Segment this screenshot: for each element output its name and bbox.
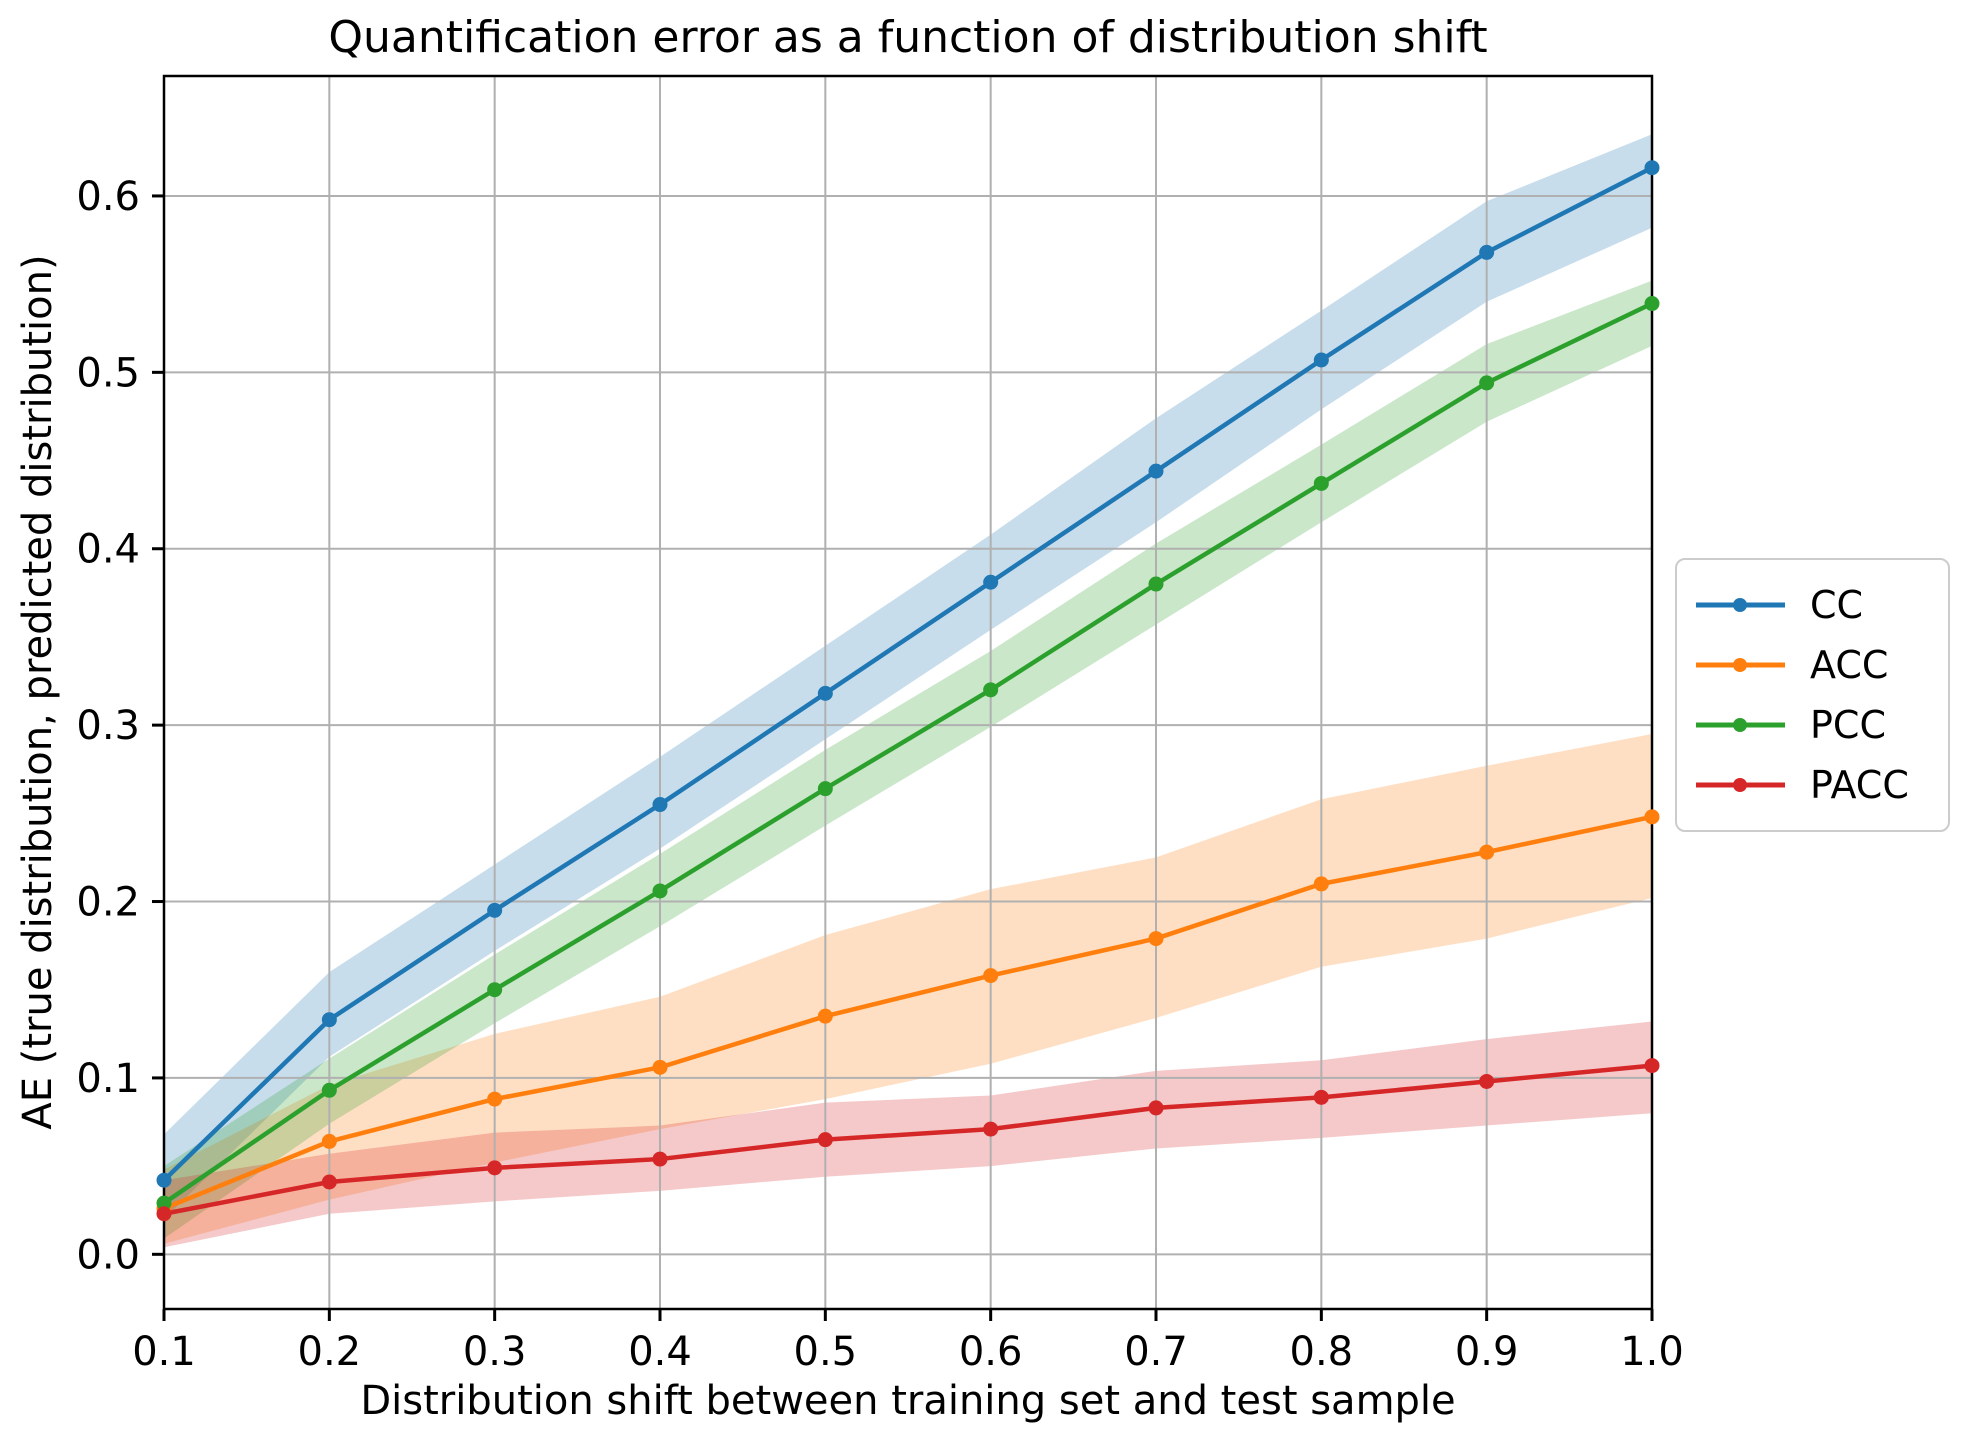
marker-pacc — [1479, 1073, 1495, 1089]
legend-label-acc: ACC — [1810, 643, 1889, 687]
x-tick-label: 0.1 — [132, 1329, 196, 1375]
legend-marker-cc — [1696, 598, 1785, 612]
legend-marker-pacc — [1696, 778, 1785, 792]
marker-pcc — [321, 1082, 337, 1098]
marker-cc — [652, 797, 668, 813]
marker-pacc — [652, 1151, 668, 1167]
marker-pcc — [1479, 375, 1495, 391]
x-tick-label: 0.8 — [1290, 1329, 1354, 1375]
marker-pacc — [321, 1174, 337, 1190]
marker-pacc — [817, 1132, 833, 1148]
marker-cc — [156, 1172, 172, 1188]
x-tick-label: 0.4 — [628, 1329, 692, 1375]
x-tick-labels: 0.1 0.2 0.3 0.4 0.5 0.6 0.7 0.8 0.9 1.0 — [132, 1329, 1684, 1375]
marker-pcc — [652, 883, 668, 899]
legend-label-cc: CC — [1810, 583, 1864, 627]
marker-pcc — [1148, 576, 1164, 592]
marker-acc — [817, 1008, 833, 1024]
marker-pacc — [156, 1206, 172, 1222]
legend-label-pacc: PACC — [1810, 763, 1909, 807]
confidence-bands — [164, 134, 1652, 1248]
marker-acc — [1479, 844, 1495, 860]
marker-acc — [983, 968, 999, 984]
line-pcc — [162, 301, 1653, 1206]
marker-pacc — [1644, 1058, 1660, 1074]
legend-marker-acc — [1696, 658, 1785, 672]
y-tick-label: 0.3 — [76, 703, 140, 749]
line-pacc — [163, 1063, 1653, 1216]
legend-dot — [1733, 778, 1747, 792]
y-tick-label: 0.2 — [76, 880, 140, 926]
y-tick-label: 0.6 — [76, 174, 140, 220]
legend-dot — [1733, 718, 1747, 732]
band-cc — [164, 134, 1652, 1220]
marker-pacc — [1148, 1100, 1164, 1116]
line-cc — [162, 165, 1654, 1182]
marker-cc — [1313, 352, 1329, 368]
marker-cc — [1644, 160, 1660, 176]
plot-border — [162, 74, 1654, 1311]
marker-pcc — [156, 1195, 172, 1211]
marker-pcc — [1644, 296, 1660, 312]
legend-dot — [1733, 658, 1747, 672]
x-tick-label: 0.9 — [1455, 1329, 1519, 1375]
marker-cc — [1479, 244, 1495, 260]
marker-acc — [652, 1059, 668, 1075]
marker-cc — [321, 1012, 337, 1028]
marker-pacc — [1313, 1089, 1329, 1105]
marker-acc — [321, 1133, 337, 1149]
band-acc — [164, 733, 1652, 1244]
series-markers — [156, 160, 1660, 1222]
legend-dot — [1733, 598, 1747, 612]
chart-title: Quantification error as a function of di… — [328, 12, 1488, 63]
y-tick-label: 0.5 — [76, 350, 140, 396]
x-tick-label: 0.6 — [959, 1329, 1023, 1375]
marker-pacc — [487, 1160, 503, 1176]
marker-cc — [983, 574, 999, 590]
x-tick-label: 0.5 — [794, 1329, 858, 1375]
marker-acc — [1313, 876, 1329, 892]
legend-item-cc: CC — [1693, 586, 1948, 624]
marker-acc — [487, 1091, 503, 1107]
legend-box: CC ACC PCC PACC — [1675, 558, 1950, 832]
marker-pcc — [817, 781, 833, 797]
legend-item-pacc: PACC — [1693, 766, 1948, 804]
y-axis-label: AE (true distribution, predicted distrib… — [15, 254, 61, 1130]
legend-item-acc: ACC — [1693, 646, 1948, 684]
marker-pacc — [983, 1121, 999, 1137]
band-pcc — [164, 280, 1652, 1239]
marker-cc — [817, 685, 833, 701]
marker-pcc — [1313, 475, 1329, 491]
marker-cc — [487, 902, 503, 918]
legend-item-pcc: PCC — [1693, 706, 1948, 744]
x-tick-label: 0.7 — [1124, 1329, 1188, 1375]
axis-ticks — [152, 194, 1654, 1321]
x-tick-label: 0.2 — [298, 1329, 362, 1375]
marker-acc — [1644, 809, 1660, 825]
axes-spines — [162, 74, 1654, 1311]
line-acc — [163, 814, 1653, 1211]
marker-acc — [1148, 931, 1164, 947]
series-lines — [162, 165, 1654, 1216]
y-tick-label: 0.1 — [76, 1056, 140, 1102]
y-tick-label: 0.0 — [76, 1232, 140, 1278]
legend-marker-pcc — [1696, 718, 1785, 732]
y-tick-label: 0.4 — [76, 527, 140, 573]
marker-pcc — [983, 682, 999, 698]
marker-cc — [1148, 463, 1164, 479]
x-tick-label: 0.3 — [463, 1329, 527, 1375]
y-tick-labels: 0.0 0.1 0.2 0.3 0.4 0.5 0.6 — [76, 174, 140, 1278]
x-tick-label: 1.0 — [1620, 1329, 1684, 1375]
x-axis-label: Distribution shift between training set … — [360, 1378, 1456, 1424]
legend-label-pcc: PCC — [1810, 703, 1886, 747]
marker-pcc — [487, 982, 503, 998]
